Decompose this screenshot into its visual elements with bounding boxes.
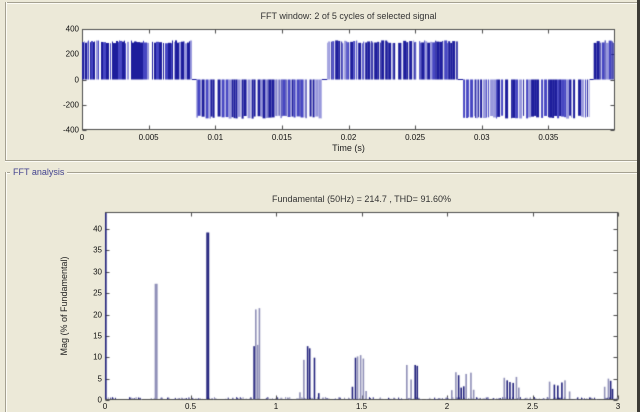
tick-label: 1: [273, 402, 279, 411]
fft-analysis-group-label: FFT analysis: [10, 167, 68, 177]
tick-label: 0.035: [538, 133, 559, 142]
tick-label: 0.01: [207, 133, 224, 142]
tick-label: 1.5: [355, 402, 368, 411]
top-panel-border-bottom: [5, 160, 639, 162]
tick-label: 5: [97, 374, 102, 384]
tick-label: 0: [97, 395, 102, 405]
time-axis-label: Time (s): [332, 143, 365, 153]
tick-label: 0.025: [405, 133, 426, 142]
tick-label: 2: [444, 402, 450, 411]
tick-label: 0: [74, 75, 79, 84]
top-panel-border-top: [5, 2, 639, 4]
fft-window-plot-title: FFT window: 2 of 5 cycles of selected si…: [260, 11, 437, 21]
tick-label: 3: [615, 402, 621, 411]
window-right-edge: [637, 0, 640, 412]
tick-label: 20: [93, 310, 102, 320]
tick-label: -400: [62, 125, 79, 135]
mag-axis-label: Mag (% of Fundamental): [59, 256, 69, 356]
tick-label: 40: [93, 224, 102, 234]
tick-label: 0.015: [271, 133, 292, 142]
tick-label: 0.5: [184, 402, 197, 411]
tick-label: 30: [93, 267, 102, 277]
tick-label: -200: [62, 100, 79, 110]
tick-label: 0.02: [340, 133, 357, 142]
tick-label: 2.5: [526, 402, 539, 411]
fft-analysis-groupbox-border-left: [5, 172, 7, 412]
tick-label: 400: [65, 24, 79, 34]
fft-analysis-plot-title: Fundamental (50Hz) = 214.7 , THD= 91.60%: [272, 194, 451, 204]
tick-label: 0.03: [473, 133, 490, 142]
fft-analysis-groupbox-border-top: [5, 172, 638, 174]
tick-label: 0: [79, 133, 85, 142]
tick-label: 35: [93, 245, 102, 255]
tick-label: 10: [93, 352, 102, 362]
tick-label: 15: [93, 331, 102, 341]
tick-label: 0: [102, 402, 108, 411]
tick-label: 200: [65, 49, 79, 59]
tick-label: 25: [93, 288, 102, 298]
tick-label: 0.005: [138, 133, 159, 142]
top-panel-border-left: [5, 2, 7, 160]
